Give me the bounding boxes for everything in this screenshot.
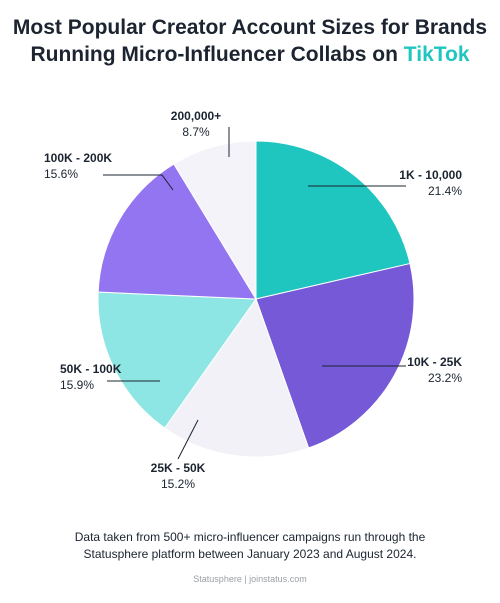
slice-label-5: 200,000+ bbox=[171, 109, 221, 123]
pie-chart: 1K - 10,000 21.4% 10K - 25K 23.2% 25K - 50K 1… bbox=[44, 109, 462, 491]
chart-title: Most Popular Creator Account Sizes for B… bbox=[0, 14, 500, 68]
pie-slice-1 bbox=[255, 262, 415, 449]
slice-label-2: 25K - 50K bbox=[151, 461, 206, 475]
slice-label-1: 10K - 25K bbox=[407, 355, 462, 369]
pie-slice-2 bbox=[164, 297, 310, 458]
slice-label-0: 1K - 10,000 bbox=[399, 168, 462, 182]
slice-value-1: 23.2% bbox=[428, 371, 462, 385]
footer-credit: Statusphere | joinstatus.com bbox=[193, 574, 307, 584]
leader-line-2 bbox=[177, 419, 199, 460]
slice-value-0: 21.4% bbox=[428, 184, 462, 198]
pie-slice-3 bbox=[97, 291, 257, 429]
slice-value-4: 15.6% bbox=[44, 167, 78, 181]
title-line-2-prefix: Running Micro-Influencer Collabs on bbox=[30, 43, 404, 66]
leader-line-4 bbox=[103, 174, 174, 191]
tiktok-brand-text: TikTok bbox=[403, 43, 470, 66]
slice-value-5: 8.7% bbox=[182, 125, 210, 139]
pie-slice-0 bbox=[255, 140, 411, 300]
pie-slice-5 bbox=[173, 140, 257, 301]
slice-label-4: 100K - 200K bbox=[44, 151, 112, 165]
slice-value-2: 15.2% bbox=[161, 477, 195, 491]
slice-label-3: 50K - 100K bbox=[60, 362, 122, 376]
pie-slice-4 bbox=[97, 163, 257, 300]
slice-value-3: 15.9% bbox=[60, 378, 94, 392]
note-line-2: Statusphere platform between January 202… bbox=[83, 547, 417, 561]
title-line-1: Most Popular Creator Account Sizes for B… bbox=[12, 16, 488, 39]
data-source-note: Data taken from 500+ micro-influencer ca… bbox=[0, 529, 500, 563]
title-line-2: Running Micro-Influencer Collabs on TikT… bbox=[0, 41, 500, 68]
note-line-1: Data taken from 500+ micro-influencer ca… bbox=[74, 530, 426, 544]
